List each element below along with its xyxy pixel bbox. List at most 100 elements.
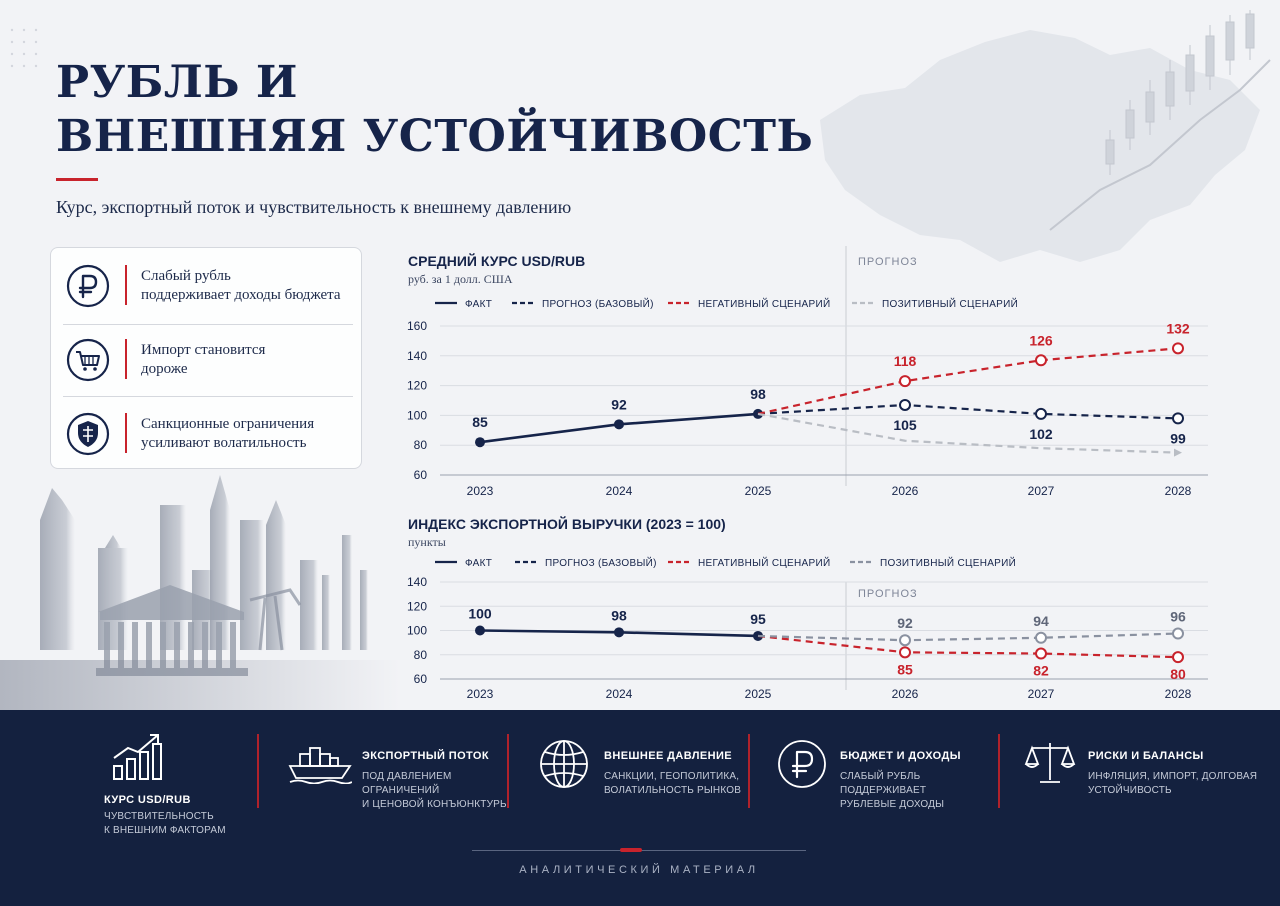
data-label: 98	[750, 386, 766, 402]
footer-desc-line: К ВНЕШНИМ ФАКТОРАМ	[104, 825, 226, 836]
footer-item-desc: СЛАБЫЙ РУБЛЬ ПОДДЕРЖИВАЕТ РУБЛЕВЫЕ ДОХОД…	[840, 770, 1000, 812]
footer-desc-line: И ЦЕНОВОЙ КОНЪЮНКТУРЫ	[362, 799, 510, 810]
candlestick-decoration	[1105, 10, 1255, 175]
legend-label: ФАКТ	[465, 558, 492, 569]
data-point	[899, 646, 911, 659]
y-tick-label: 60	[414, 672, 428, 686]
data-label: 100	[468, 606, 492, 622]
chart-subtitle: руб. за 1 долл. США	[408, 272, 513, 286]
footer-item-title: БЮДЖЕТ И ДОХОДЫ	[840, 750, 961, 762]
info-card-text-line: дороже	[141, 361, 188, 377]
info-card-text: Импорт становится дороже	[141, 341, 356, 379]
footer-item-desc: ПОД ДАВЛЕНИЕМ ОГРАНИЧЕНИЙ И ЦЕНОВОЙ КОНЪ…	[362, 770, 522, 812]
y-tick-label: 80	[414, 648, 428, 662]
x-tick-label: 2023	[467, 484, 494, 498]
data-point	[1035, 647, 1047, 660]
info-card-item-sanctions: Санкционные ограничения усиливают волати…	[51, 396, 363, 470]
y-tick-label: 140	[407, 575, 427, 589]
legend-label: ПОЗИТИВНЫЙ СЦЕНАРИЙ	[882, 297, 1018, 310]
footer-item-risks: РИСКИ И БАЛАНСЫ ИНФЛЯЦИЯ, ИМПОРТ, ДОЛГОВ…	[1024, 710, 1264, 850]
y-tick-label: 80	[414, 438, 428, 452]
data-point	[1035, 631, 1047, 644]
y-tick-label: 160	[407, 319, 427, 333]
forecast-label: ПРОГНОЗ	[858, 256, 918, 268]
forecast-label: ПРОГНОЗ	[858, 588, 918, 600]
x-tick-label: 2024	[606, 484, 633, 498]
data-label: 92	[611, 396, 627, 412]
chart-2: ИНДЕКС ЭКСПОРТНОЙ ВЫРУЧКИ (2023 = 100) пу…	[407, 515, 1208, 701]
shield-icon	[66, 412, 110, 456]
page-title: РУБЛЬ И ВНЕШНЯЯ УСТОЙЧИВОСТЬ	[56, 56, 813, 164]
data-label: 92	[897, 615, 913, 631]
data-label: 98	[611, 607, 627, 623]
dot-pattern	[10, 28, 38, 68]
data-label: 126	[1029, 332, 1053, 348]
footer-separator	[998, 734, 1000, 808]
y-tick-label: 100	[407, 624, 427, 638]
data-point	[1172, 412, 1184, 425]
footer-bottom-accent	[620, 848, 642, 852]
data-label: 94	[1033, 613, 1049, 629]
y-tick-label: 120	[407, 379, 427, 393]
info-card-item-import: Импорт становится дороже	[51, 322, 363, 396]
chart-title: ИНДЕКС ЭКСПОРТНОЙ ВЫРУЧКИ (2023 = 100)	[408, 515, 726, 532]
data-point	[1035, 354, 1047, 367]
legend-label: НЕГАТИВНЫЙ СЦЕНАРИЙ	[698, 297, 830, 310]
data-label: 85	[897, 661, 913, 677]
info-card-separator	[125, 339, 127, 379]
oil-pump-decoration	[249, 588, 302, 651]
legend-label: ПРОГНОЗ (БАЗОВЫЙ)	[545, 556, 657, 569]
info-card-text-line: Санкционные ограничения	[141, 416, 315, 432]
globe-icon	[540, 740, 588, 788]
y-tick-label: 120	[407, 599, 427, 613]
ruble-icon	[778, 740, 826, 788]
footer-desc-line: ЧУВСТВИТЕЛЬНОСТЬ	[104, 811, 214, 822]
chart-subtitle: пункты	[408, 535, 446, 549]
cargo-ship-icon	[288, 747, 352, 784]
footer-desc-line: СЛАБЫЙ РУБЛЬ ПОДДЕРЖИВАЕТ	[840, 771, 927, 796]
footer-item-desc: САНКЦИИ, ГЕОПОЛИТИКА, ВОЛАТИЛЬНОСТЬ РЫНК…	[604, 770, 764, 798]
data-label: 132	[1166, 320, 1190, 336]
card-divider	[63, 324, 353, 325]
footer-desc-line: УСТОЙЧИВОСТЬ	[1088, 785, 1172, 796]
footer-item-budget: БЮДЖЕТ И ДОХОДЫ СЛАБЫЙ РУБЛЬ ПОДДЕРЖИВАЕ…	[776, 710, 996, 850]
data-label: 82	[1033, 663, 1049, 679]
data-label: 99	[1170, 430, 1186, 446]
ground	[0, 660, 400, 710]
info-card-text: Санкционные ограничения усиливают волати…	[141, 415, 356, 453]
footer-item-title: РИСКИ И БАЛАНСЫ	[1088, 750, 1204, 762]
data-point	[1172, 651, 1184, 664]
info-card-text-line: поддерживает доходы бюджета	[141, 287, 341, 303]
footer-item-desc: ЧУВСТВИТЕЛЬНОСТЬ К ВНЕШНИМ ФАКТОРАМ	[104, 810, 264, 838]
footer-item-exchange-rate: КУРС USD/RUB ЧУВСТВИТЕЛЬНОСТЬ К ВНЕШНИМ …	[100, 710, 260, 850]
x-tick-label: 2028	[1165, 484, 1192, 498]
info-card: Слабый рубль поддерживает доходы бюджета…	[50, 247, 362, 469]
data-point	[1035, 407, 1047, 420]
data-point	[614, 627, 624, 638]
series-line	[757, 347, 1179, 415]
info-card-text-line: усиливают волатильность	[141, 435, 307, 451]
series-line	[757, 632, 1179, 642]
cart-icon	[66, 338, 110, 382]
title-accent-rule	[56, 178, 98, 181]
x-tick-label: 2025	[745, 687, 772, 701]
data-point	[1172, 627, 1184, 640]
footer-band: КУРС USD/RUB ЧУВСТВИТЕЛЬНОСТЬ К ВНЕШНИМ …	[0, 710, 1280, 906]
footer-item-title: ВНЕШНЕЕ ДАВЛЕНИЕ	[604, 750, 733, 762]
footer-separator	[748, 734, 750, 808]
footer-item-title: КУРС USD/RUB	[104, 794, 191, 806]
x-tick-label: 2026	[892, 484, 919, 498]
data-label: 118	[894, 353, 917, 369]
info-card-text-line: Слабый рубль	[141, 268, 231, 284]
footer-item-external-pressure: ВНЕШНЕЕ ДАВЛЕНИЕ САНКЦИИ, ГЕОПОЛИТИКА, В…	[538, 710, 748, 850]
footer-item-desc: ИНФЛЯЦИЯ, ИМПОРТ, ДОЛГОВАЯ УСТОЙЧИВОСТЬ	[1088, 770, 1268, 798]
footer-separator	[507, 734, 509, 808]
footer-desc-line: ВОЛАТИЛЬНОСТЬ РЫНКОВ	[604, 785, 742, 796]
footer-desc-line: ПОД ДАВЛЕНИЕМ ОГРАНИЧЕНИЙ	[362, 771, 452, 796]
card-divider	[63, 396, 353, 397]
page-subtitle: Курс, экспортный поток и чувствительност…	[56, 197, 572, 217]
charts-area: СРЕДНИЙ КУРС USD/RUB руб. за 1 долл. США П…	[407, 246, 1208, 701]
x-tick-label: 2026	[892, 687, 919, 701]
arrow-marker	[1174, 448, 1182, 457]
data-point	[475, 625, 485, 636]
